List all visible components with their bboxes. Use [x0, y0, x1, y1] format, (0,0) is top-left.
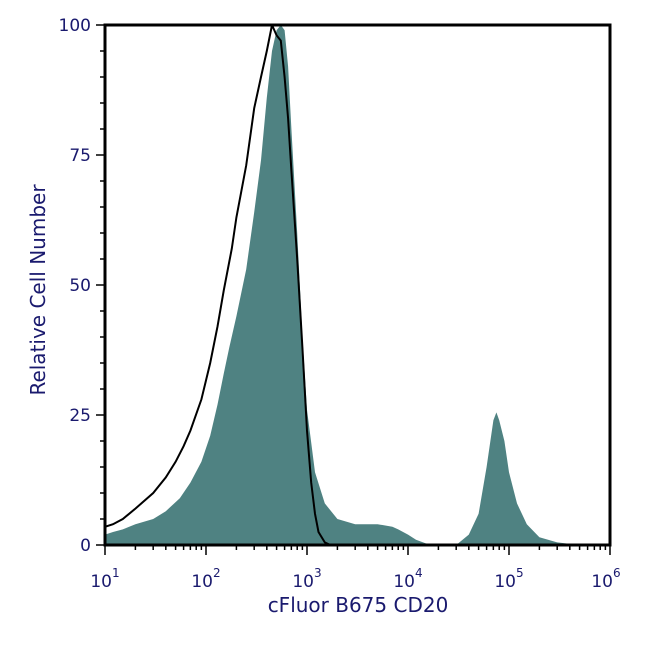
y-axis-ticks: 0 25 50 75 100	[59, 16, 105, 556]
x-tick-label: 103	[292, 566, 321, 592]
y-axis-title: Relative Cell Number	[26, 184, 50, 396]
x-tick-label: 106	[591, 566, 620, 592]
x-axis-ticks: 101 102 103 104 105 106	[90, 545, 621, 592]
y-tick-label: 100	[59, 16, 91, 36]
x-tick-label: 101	[90, 566, 119, 592]
x-tick-label: 104	[393, 566, 422, 592]
y-tick-label: 50	[69, 276, 91, 296]
x-tick-label: 105	[494, 566, 523, 592]
y-tick-label: 75	[69, 146, 91, 166]
series-control-line	[105, 25, 338, 545]
series-stained-area	[105, 25, 610, 545]
x-axis-title: cFluor B675 CD20	[268, 593, 449, 617]
series-layer	[105, 25, 610, 545]
x-tick-label: 102	[191, 566, 220, 592]
y-tick-label: 0	[80, 536, 91, 556]
plot-frame	[103, 23, 612, 547]
y-tick-label: 25	[69, 406, 91, 426]
